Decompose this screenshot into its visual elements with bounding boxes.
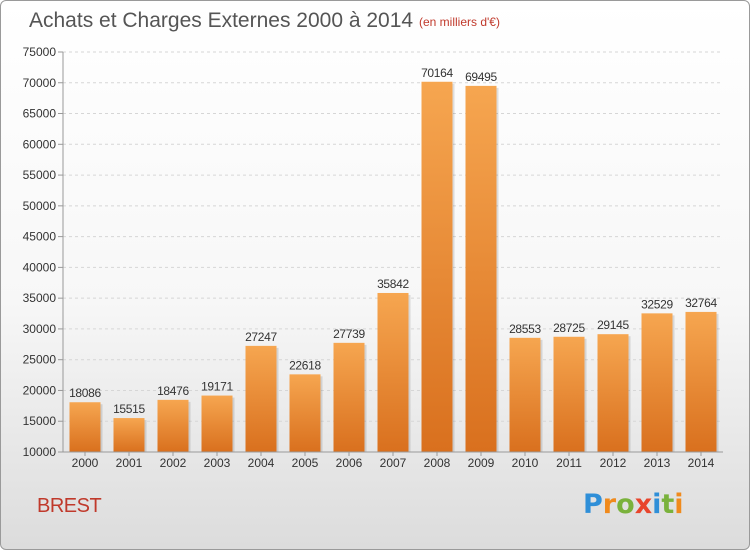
- logo-letter: x: [634, 489, 653, 520]
- x-tick-label: 2013: [644, 456, 671, 470]
- bar: [597, 334, 629, 452]
- bar-value-label: 69495: [465, 70, 497, 84]
- bar: [245, 345, 277, 452]
- bar: [113, 418, 145, 452]
- x-tick-label: 2005: [292, 456, 319, 470]
- logo-letter: r: [602, 489, 617, 520]
- bar-value-label: 70164: [421, 66, 453, 80]
- bar: [201, 395, 233, 452]
- logo-letter: o: [616, 489, 635, 520]
- x-tick-label: 2012: [600, 456, 627, 470]
- x-tick-label: 2000: [72, 456, 99, 470]
- y-tick-label: 70000: [23, 76, 57, 90]
- bar-value-label: 27247: [245, 330, 277, 344]
- bar-value-label: 35842: [377, 277, 409, 291]
- x-tick-label: 2010: [512, 456, 539, 470]
- chart-subtitle: (en milliers d'€): [419, 15, 500, 29]
- bar-value-label: 29145: [597, 318, 629, 332]
- y-tick-label: 20000: [23, 383, 57, 397]
- y-tick-label: 65000: [23, 107, 57, 121]
- bar-value-label: 28553: [509, 322, 541, 336]
- bar-value-label: 32764: [685, 296, 717, 310]
- y-tick-label: 25000: [23, 353, 57, 367]
- bar: [641, 313, 673, 452]
- x-tick-label: 2006: [336, 456, 363, 470]
- y-tick-label: 45000: [23, 230, 57, 244]
- y-tick-label: 30000: [23, 322, 57, 336]
- data-labels: 18086 15515 18476 19171 27247 22618 27739 35842…: [69, 66, 718, 416]
- bar-value-label: 28725: [553, 321, 585, 335]
- bars: [69, 81, 719, 452]
- bar: [421, 81, 453, 452]
- x-tick-label: 2004: [248, 456, 275, 470]
- logo-letter: i: [652, 489, 662, 520]
- x-tick-label: 2007: [380, 456, 407, 470]
- bar: [553, 336, 585, 452]
- bar: [509, 337, 541, 452]
- bar: [685, 311, 717, 452]
- y-tick-label: 75000: [23, 45, 57, 59]
- bar-value-label: 18476: [157, 384, 189, 398]
- x-tick-label: 2009: [468, 456, 495, 470]
- y-tick-label: 10000: [23, 445, 57, 459]
- logo-letter: i: [674, 489, 684, 520]
- y-tick-label: 50000: [23, 199, 57, 213]
- y-tick-label: 60000: [23, 137, 57, 151]
- bar: [377, 292, 409, 452]
- axes: 10000 15000 20000 25000 30000 35000 40000 45000…: [23, 45, 723, 470]
- x-tick-label: 2003: [204, 456, 231, 470]
- bar-value-label: 19171: [201, 380, 233, 394]
- y-tick-label: 15000: [23, 414, 57, 428]
- bar-value-label: 22618: [289, 358, 321, 372]
- y-tick-label: 55000: [23, 168, 57, 182]
- x-tick-label: 2011: [556, 456, 582, 470]
- bar: [69, 402, 101, 452]
- x-tick-label: 2001: [116, 456, 143, 470]
- logo-letter: P: [583, 489, 603, 520]
- bar-value-label: 27739: [333, 327, 365, 341]
- bar-value-label: 15515: [113, 402, 145, 416]
- bar-value-label: 18086: [69, 386, 101, 400]
- city-label: BREST: [37, 495, 102, 517]
- logo-letter: t: [661, 489, 675, 520]
- y-tick-label: 35000: [23, 291, 57, 305]
- y-tick-label: 40000: [23, 260, 57, 274]
- bar: [157, 399, 189, 452]
- chart-title: Achats et Charges Externes 2000 à 2014: [29, 9, 414, 32]
- x-tick-label: 2008: [424, 456, 451, 470]
- bar: [333, 342, 365, 452]
- bar: [465, 85, 497, 452]
- bar: [289, 374, 321, 452]
- x-tick-label: 2014: [688, 456, 715, 470]
- bar-value-label: 32529: [641, 297, 673, 311]
- proxiti-logo: Proxiti: [583, 489, 684, 520]
- x-tick-label: 2002: [160, 456, 187, 470]
